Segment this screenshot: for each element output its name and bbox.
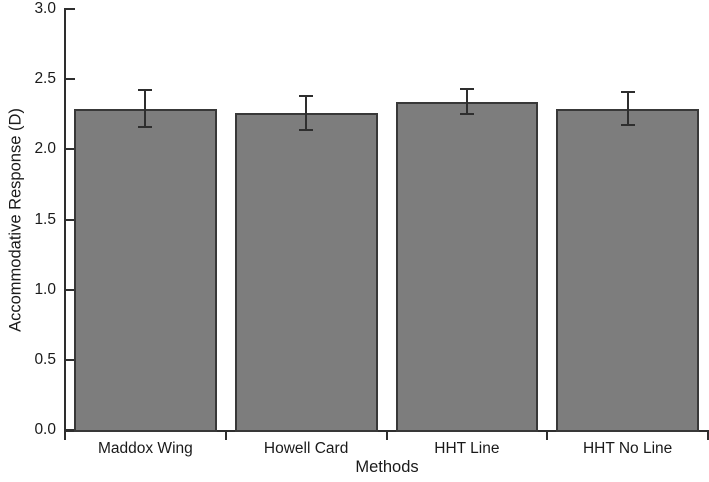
x-tick: [707, 432, 709, 440]
x-axis-line: [64, 430, 709, 432]
y-tick-label: 2.0: [34, 140, 56, 158]
error-bar: [626, 91, 629, 126]
y-tick: [66, 358, 75, 361]
y-tick-label: 1.5: [34, 210, 56, 228]
x-tick: [64, 432, 66, 440]
y-axis-title: Accommodative Response (D): [6, 108, 25, 332]
x-tick: [385, 432, 388, 440]
y-tick: [66, 429, 75, 431]
y-tick-label: 3.0: [34, 0, 56, 17]
y-tick: [66, 218, 75, 221]
error-bar-cap-bottom: [620, 124, 635, 127]
y-tick-label: 1.0: [34, 280, 56, 298]
error-bar: [144, 90, 147, 127]
error-bar: [465, 88, 468, 115]
y-axis-line: [64, 8, 66, 431]
x-axis-title: Methods: [355, 458, 419, 476]
x-category-label: Maddox Wing: [97, 440, 193, 457]
x-tick: [546, 432, 549, 440]
bar: [234, 112, 378, 432]
y-tick: [66, 148, 75, 151]
error-bar-cap-top: [299, 95, 314, 97]
error-bar-cap-bottom: [299, 128, 314, 131]
error-bar: [305, 96, 308, 130]
x-category-label: HHT No Line: [582, 440, 673, 457]
bar: [556, 108, 699, 432]
y-tick: [66, 8, 75, 10]
error-bar-cap-bottom: [138, 125, 153, 128]
error-bar-cap-top: [620, 90, 635, 93]
x-category-label: HHT Line: [434, 440, 500, 457]
y-tick-label: 0.5: [34, 350, 56, 368]
bar: [74, 108, 217, 432]
error-bar-cap-bottom: [459, 113, 474, 116]
x-tick: [224, 432, 227, 440]
y-tick: [66, 78, 75, 81]
bar: [395, 101, 539, 432]
error-bar-cap-top: [138, 89, 153, 92]
error-bar-cap-top: [459, 87, 474, 90]
x-category-label: Howell Card: [263, 440, 349, 457]
y-tick-label: 2.5: [34, 70, 56, 88]
y-tick: [66, 288, 75, 291]
y-tick-label: 0.0: [34, 421, 56, 438]
